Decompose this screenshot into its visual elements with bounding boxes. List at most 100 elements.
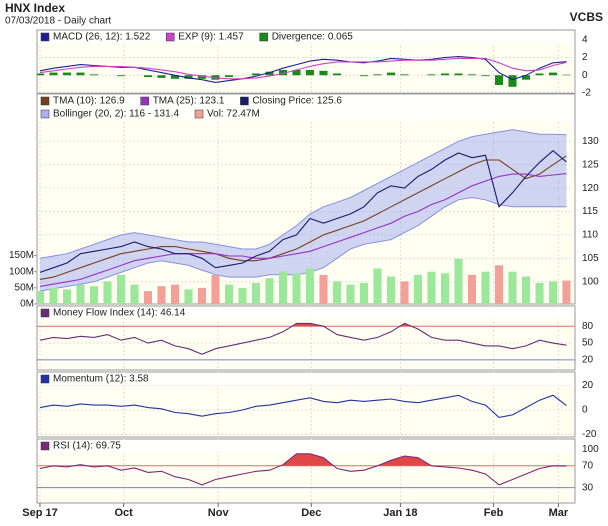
volume-bar <box>238 287 247 304</box>
divergence-bar <box>440 73 450 76</box>
price-line <box>39 149 567 273</box>
volume-bar <box>319 274 328 304</box>
indicator-line <box>39 453 567 486</box>
y-tick-label: 125 <box>582 159 599 170</box>
divergence-bar <box>157 75 166 78</box>
legend-swatch <box>166 32 175 42</box>
plot-area <box>37 94 575 304</box>
divergence-bar <box>305 69 315 76</box>
indicator-line <box>39 322 567 355</box>
divergence-bar <box>265 71 274 76</box>
volume-bar <box>454 258 463 304</box>
divergence-bar <box>292 69 301 76</box>
volume-bar <box>413 274 423 304</box>
divergence-bar <box>76 72 85 76</box>
y-tick-label: 115 <box>582 206 598 217</box>
divergence-bar <box>481 75 490 77</box>
divergence-bar <box>224 75 234 78</box>
y-tick-label: 105 <box>582 253 599 264</box>
x-tick-label: Dec <box>301 507 321 519</box>
volume-bar <box>305 268 315 304</box>
source-label: VCBS <box>570 10 603 24</box>
y2-tick-label: 50M <box>15 282 34 293</box>
legend-swatch <box>40 32 50 42</box>
volume-bar <box>197 287 207 304</box>
legend-swatch <box>40 441 50 451</box>
y-tick-label: 20 <box>582 355 594 366</box>
indicator-line <box>39 173 567 287</box>
divergence-bar <box>89 74 99 76</box>
volume-bar <box>346 284 355 304</box>
bollinger-upper <box>39 129 567 259</box>
divergence-bar <box>548 72 558 76</box>
divergence-bar <box>427 74 436 76</box>
divergence-bar <box>373 74 382 76</box>
y-tick-label: 50 <box>582 338 594 349</box>
volume-bar <box>562 280 571 304</box>
y-tick-label: 130 <box>582 136 599 147</box>
volume-bar <box>116 274 126 304</box>
legend-label: RSI (14): 69.75 <box>53 441 121 452</box>
divergence-bar <box>467 74 477 76</box>
volume-bar <box>157 286 166 304</box>
divergence-bar <box>62 72 72 76</box>
x-tick-label: Sep 17 <box>22 507 57 519</box>
volume-bar <box>508 271 517 304</box>
chart-title: HNX Index <box>5 1 65 15</box>
y-tick-label: 110 <box>582 230 598 241</box>
divergence-bar <box>116 75 126 77</box>
divergence-bar <box>278 69 288 76</box>
indicator-line <box>39 57 567 80</box>
legend-label: Momentum (12): 3.58 <box>53 374 149 385</box>
bollinger-fill <box>40 129 567 292</box>
divergence-bar <box>508 75 517 87</box>
volume-bar <box>76 284 85 304</box>
y-tick-label: 4 <box>582 34 588 45</box>
y-tick-label: 0 <box>582 405 588 416</box>
legend-label: TMA (25): 123.1 <box>153 96 225 107</box>
y2-tick-label: 0M <box>20 299 34 310</box>
y-tick-label: 0 <box>582 70 588 81</box>
legend-label: MACD (26, 12): 1.522 <box>53 32 151 43</box>
indicator-line <box>39 394 567 418</box>
legend-background <box>37 439 575 453</box>
volume-bar <box>265 278 274 304</box>
divergence-bar <box>454 73 463 76</box>
legend-label: Bollinger (20, 2): 116 - 131.4 <box>53 109 179 120</box>
legend-swatch <box>40 109 50 119</box>
plot-area <box>37 306 575 370</box>
legend-swatch <box>194 109 204 119</box>
y-tick-label: 80 <box>582 321 594 332</box>
plot-area <box>37 30 575 93</box>
x-tick-label: Oct <box>115 507 134 519</box>
y-tick-label: 100 <box>582 444 599 455</box>
volume-bar <box>49 287 58 304</box>
volume-bar <box>251 283 261 304</box>
legend-label: Money Flow Index (14): 46.14 <box>53 308 186 319</box>
legend-swatch <box>259 32 268 42</box>
bollinger-lower <box>39 196 567 292</box>
volume-bar <box>481 271 490 304</box>
legend-label: TMA (10): 126.9 <box>53 96 125 107</box>
volume-bar <box>332 281 342 304</box>
volume-bar <box>62 289 72 304</box>
divergence-bar <box>184 75 193 79</box>
divergence-bar <box>494 75 504 86</box>
legend-swatch <box>40 96 50 106</box>
divergence-bar <box>251 73 261 76</box>
volume-bar <box>292 273 301 304</box>
legend-label: Divergence: 0.065 <box>272 32 354 43</box>
divergence-bar <box>400 74 409 76</box>
legend-background <box>37 372 575 386</box>
divergence-bar <box>521 75 531 80</box>
x-tick-label: Nov <box>208 507 230 519</box>
divergence-bar <box>49 72 58 76</box>
legend-label: EXP (9): 1.457 <box>178 32 244 43</box>
y2-tick-label: 150M <box>9 250 34 261</box>
volume-bar <box>359 283 369 304</box>
y-tick-label: -2 <box>582 88 591 99</box>
volume-bar <box>278 271 288 304</box>
legend-swatch <box>140 96 149 106</box>
x-tick-label: Feb <box>484 507 504 519</box>
